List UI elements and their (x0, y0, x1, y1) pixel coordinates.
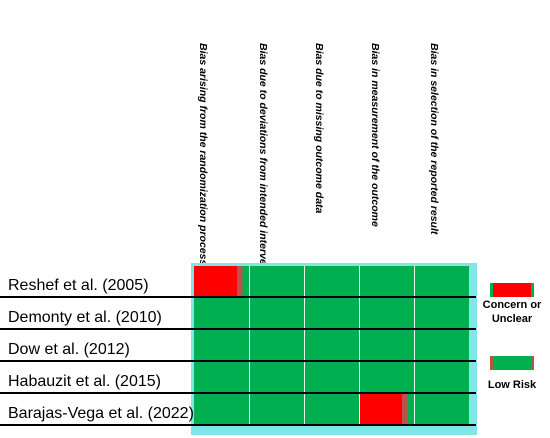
legend-swatch-concern (490, 283, 534, 297)
risk-cell-low (249, 266, 304, 298)
risk-cell-low (414, 362, 469, 394)
risk-cell-low (414, 394, 469, 426)
risk-cell-low (194, 394, 249, 426)
risk-cell-low (249, 362, 304, 394)
column-header-label: Bias arising from the randomization proc… (197, 43, 209, 266)
risk-cell-low (249, 298, 304, 330)
risk-cell-low (359, 298, 414, 330)
risk-cell-low (304, 266, 359, 298)
column-header-label: Bias due to missing outcome data (313, 43, 325, 214)
legend-label-low: Low Risk (487, 379, 537, 391)
column-header-label: Bias in selection of the reported result (428, 43, 440, 235)
grid-line (249, 266, 250, 426)
risk-cell-low (359, 330, 414, 362)
risk-cell-concern (359, 394, 414, 426)
cell-edge (402, 394, 414, 426)
study-label: Demonty et al. (2010) (8, 309, 162, 326)
grid-line (414, 266, 415, 426)
study-label: Dow et al. (2012) (8, 341, 130, 358)
risk-cell-low (304, 330, 359, 362)
grid-line (359, 266, 360, 426)
grid-line (304, 266, 305, 426)
legend-swatch-low (490, 356, 534, 370)
risk-cell-low (414, 266, 469, 298)
risk-cell-low (194, 298, 249, 330)
risk-cell-low (194, 330, 249, 362)
row-separator (0, 424, 476, 426)
risk-cell-low (249, 394, 304, 426)
risk-cell-low (359, 362, 414, 394)
risk-cell-low (414, 298, 469, 330)
row-separator (0, 360, 476, 362)
legend-label-concern: Concern or Unclear (482, 299, 542, 325)
risk-cell-low (194, 362, 249, 394)
row-separator (0, 296, 476, 298)
row-separator (0, 392, 476, 394)
cell-edge (237, 266, 249, 298)
risk-cell-low (304, 394, 359, 426)
row-separator (0, 328, 476, 330)
risk-cell-concern (194, 266, 249, 298)
study-label: Habauzit et al. (2015) (8, 373, 161, 390)
column-header-label: Bias due to deviations from intended int… (257, 43, 269, 297)
risk-cell-low (304, 298, 359, 330)
risk-cell-low (304, 362, 359, 394)
risk-cell-low (249, 330, 304, 362)
risk-cell-low (359, 266, 414, 298)
column-header-label: Bias in measurement of the outcome (369, 43, 381, 227)
study-label: Barajas-Vega et al. (2022) (8, 405, 194, 422)
study-label: Reshef et al. (2005) (8, 277, 149, 294)
risk-cell-low (414, 330, 469, 362)
